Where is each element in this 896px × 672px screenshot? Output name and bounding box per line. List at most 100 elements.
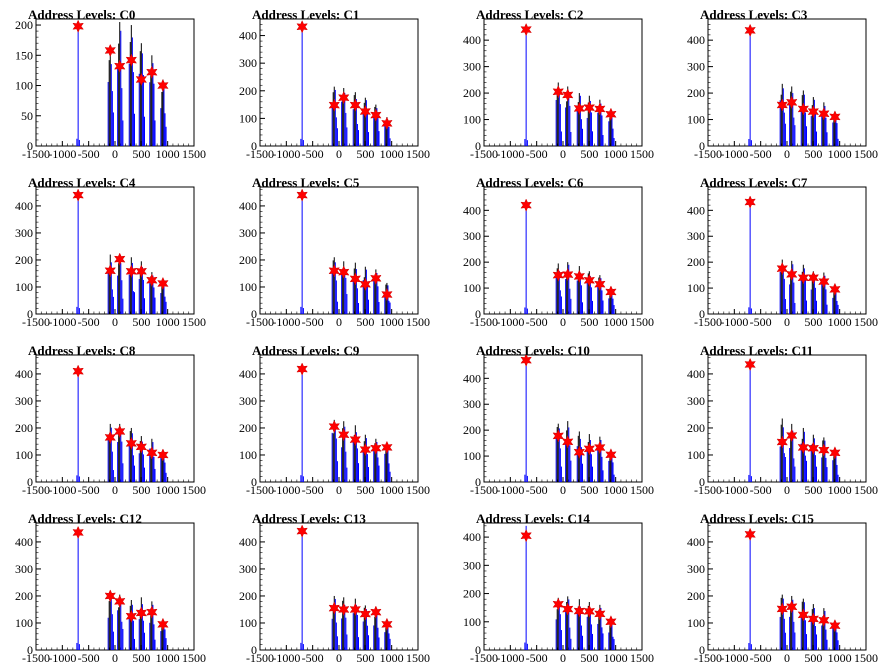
x-tick-label: 0 [336, 651, 342, 665]
peak-marker [583, 101, 596, 115]
peak-marker [338, 265, 350, 279]
x-tick-label: -500 [78, 315, 100, 329]
chart-svg: 0 50 100 150 200 -1500-1000 -500 0 500 1000 1500 [15, 18, 206, 161]
peak-marker [72, 364, 84, 378]
x-tick-label: -500 [526, 147, 548, 161]
y-tick-label: 100 [463, 113, 481, 127]
peak-marker [829, 446, 841, 460]
peak-marker [807, 271, 820, 285]
x-tick-label: 1000 [604, 483, 628, 497]
chart-panel: 0 100 200 300 400 -1500 -1000 -500 0 500 1000 1500 A… [448, 0, 672, 168]
peak-marker [125, 609, 138, 623]
x-tick-label: -1000 [272, 147, 300, 161]
chart-title: Address Levels: C12 [28, 511, 142, 526]
y-tick-label: 100 [239, 616, 257, 630]
peak-marker [296, 188, 308, 202]
chart-svg: 0 100 200 300 400 -1500-1000 -500 0 500 1000 1500 [463, 522, 654, 665]
x-tick-label: -1000 [272, 315, 300, 329]
chart-title: Address Levels: C13 [252, 511, 366, 526]
x-tick-label: -1000 [496, 651, 524, 665]
y-tick-label: 200 [687, 255, 705, 269]
x-tick-label: 1500 [630, 147, 654, 161]
chart-title: Address Levels: C7 [700, 175, 808, 190]
x-tick-label: -500 [302, 147, 324, 161]
y-tick-label: 200 [15, 421, 33, 435]
y-tick-label: 200 [15, 589, 33, 603]
peak-marker [562, 88, 574, 102]
chart-svg: 0 100 200 300 400 -1500-1000 -500 0 500 1000 1500 [239, 186, 430, 329]
chart-title: Address Levels: C1 [252, 7, 360, 22]
chart-panel: 0 100 200 300 400 -1500 -1000 -500 0 500 1000 1500 A… [0, 168, 224, 336]
peak-marker [72, 188, 84, 202]
x-tick-label: -1500 [22, 315, 50, 329]
peak-marker [135, 440, 148, 454]
x-tick-label: -1500 [470, 147, 498, 161]
y-tick-label: 0 [27, 643, 33, 657]
chart-title: Address Levels: C4 [28, 175, 136, 190]
y-tick-label: 100 [15, 616, 33, 630]
x-tick-label: 1500 [854, 651, 878, 665]
x-tick-label: -1000 [720, 315, 748, 329]
peak-marker [157, 78, 169, 93]
peak-marker [744, 195, 756, 209]
peak-marker [125, 264, 138, 278]
peak-marker [370, 605, 382, 619]
y-tick-label: 100 [463, 281, 481, 295]
x-tick-label: -1500 [694, 315, 722, 329]
x-tick-label: 0 [784, 651, 790, 665]
chart-svg: 0 100 200 300 400 -1500-1000 -500 0 500 1000 1500 [687, 186, 878, 329]
peak-marker [349, 432, 362, 447]
chart-svg: 0 100 200 300 400 -1500-1000 -500 0 500 1000 1500 [463, 353, 654, 497]
peak-marker [349, 272, 362, 286]
chart-title: Address Levels: C0 [28, 7, 136, 22]
y-tick-label: 400 [239, 29, 257, 43]
peak-marker [573, 269, 586, 284]
x-tick-label: -1000 [48, 483, 76, 497]
x-tick-label: -1500 [694, 483, 722, 497]
x-tick-label: 1000 [156, 147, 180, 161]
x-tick-label: 1500 [630, 315, 654, 329]
x-tick-label: 500 [580, 483, 598, 497]
x-tick-label: 500 [132, 147, 150, 161]
peak-marker [328, 264, 340, 278]
y-tick-label: 400 [15, 535, 33, 549]
peak-marker [797, 102, 810, 116]
y-tick-label: 400 [687, 367, 705, 381]
y-tick-label: 400 [239, 199, 257, 213]
peak-marker [829, 282, 841, 296]
chart-svg: 0 100 200 300 400 -1500-1000 -500 0 500 1000 1500 [239, 354, 430, 497]
peak-marker [818, 613, 830, 627]
peak-marker [135, 72, 148, 87]
y-tick-label: 50 [21, 109, 33, 123]
x-tick-label: 1000 [828, 147, 852, 161]
x-tick-label: 0 [560, 651, 566, 665]
x-tick-label: 1000 [828, 651, 852, 665]
plot-frame [259, 186, 419, 315]
y-tick-label: 300 [15, 562, 33, 576]
x-tick-label: 1000 [828, 315, 852, 329]
x-tick-label: 500 [356, 483, 374, 497]
chart-svg: 0 100 200 300 400 -1500-1000 -500 0 500 1000 1500 [463, 186, 654, 329]
peak-marker [114, 594, 126, 608]
chart-panel: 0 100 200 300 400 -1500 -1000 -500 0 500 1000 1500 A… [224, 336, 448, 504]
peak-marker [552, 85, 564, 99]
y-tick-label: 200 [463, 587, 481, 601]
x-tick-label: 500 [132, 315, 150, 329]
x-tick-label: -500 [526, 651, 548, 665]
peak-marker [114, 59, 126, 73]
y-tick-label: 100 [687, 281, 705, 295]
x-tick-label: 0 [560, 483, 566, 497]
chart-panel: 0 100 200 300 400 -1500 -1000 -500 0 500 1000 1500 A… [448, 336, 672, 504]
peak-marker [381, 287, 393, 302]
x-tick-label: -500 [302, 483, 324, 497]
x-tick-label: 0 [112, 315, 118, 329]
y-tick-label: 300 [463, 60, 481, 74]
y-tick-label: 200 [687, 421, 705, 435]
plot-frame [707, 186, 867, 315]
x-tick-label: 0 [784, 315, 790, 329]
peak-marker [605, 285, 617, 299]
y-tick-label: 200 [687, 589, 705, 603]
x-tick-label: 0 [560, 147, 566, 161]
chart-title: Address Levels: C6 [476, 175, 584, 190]
